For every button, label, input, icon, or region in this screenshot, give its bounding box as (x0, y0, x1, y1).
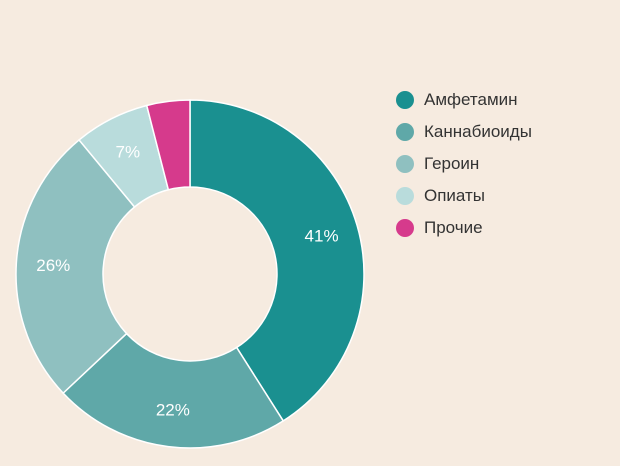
slice-2[interactable] (62, 332, 285, 449)
legend-swatch (396, 187, 414, 205)
legend-label: Каннабиоиды (424, 122, 532, 141)
legend-swatch (396, 123, 414, 141)
slice-1[interactable] (189, 99, 365, 422)
legend-item-2[interactable]: Каннабиоиды (396, 116, 532, 148)
legend-label: Героин (424, 154, 480, 173)
slice-5[interactable] (145, 99, 191, 191)
legend-item-1[interactable]: Амфетамин (396, 84, 532, 116)
slice-label-1: 41% (305, 226, 339, 245)
chart-slices (15, 99, 365, 449)
chart-data-labels: 41% 22% 26% 7% (36, 142, 338, 419)
legend-label: Амфетамин (424, 90, 518, 109)
legend-item-5[interactable]: Прочие (396, 212, 532, 244)
slice-label-4: 7% (116, 142, 141, 161)
slice-3[interactable] (15, 138, 136, 395)
legend-swatch (396, 219, 414, 237)
legend-swatch (396, 91, 414, 109)
slice-label-3: 26% (36, 256, 70, 275)
legend-item-3[interactable]: Героин (396, 148, 532, 180)
slice-label-2: 22% (156, 400, 190, 419)
legend-label: Опиаты (424, 186, 486, 205)
legend-swatch (396, 155, 414, 173)
chart-legend: Амфетамин Каннабиоиды Героин Опиаты Прочие (396, 84, 532, 244)
legend-item-4[interactable]: Опиаты (396, 180, 532, 212)
legend-label: Прочие (424, 218, 483, 237)
